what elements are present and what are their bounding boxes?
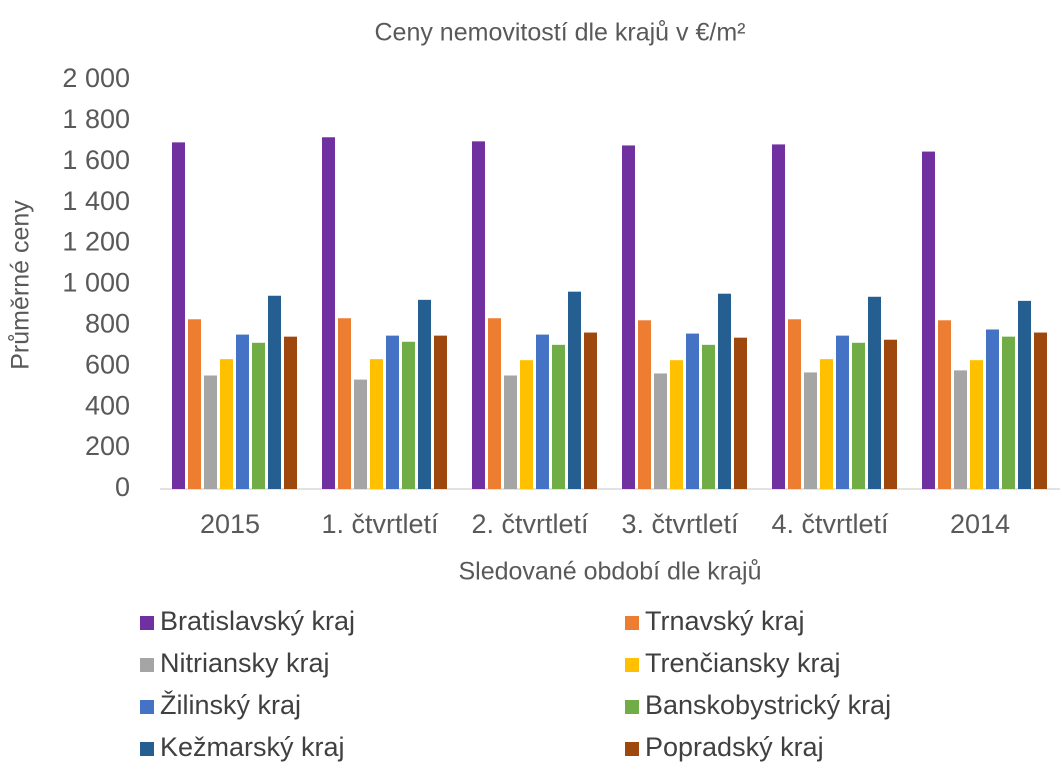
x-axis-title: Sledované období dle krajů bbox=[458, 558, 761, 586]
bar bbox=[322, 137, 335, 489]
legend-label: Kežmarský kraj bbox=[160, 732, 345, 762]
legend-label: Nitriansky kraj bbox=[160, 648, 330, 678]
y-tick-label: 1 600 bbox=[62, 145, 130, 175]
bar bbox=[718, 293, 731, 489]
y-tick-label: 1 800 bbox=[62, 104, 130, 134]
bar bbox=[504, 375, 517, 489]
bar bbox=[638, 320, 651, 489]
x-tick-label: 2. čtvrtletí bbox=[471, 509, 589, 539]
y-tick-label: 0 bbox=[115, 472, 130, 502]
bar bbox=[172, 142, 185, 489]
legend-swatch bbox=[625, 658, 639, 672]
bar bbox=[236, 334, 249, 489]
legend-label: Banskobystrický kraj bbox=[645, 690, 891, 720]
bar bbox=[868, 296, 881, 489]
chart-title: Ceny nemovitostí dle krajů v €/m² bbox=[375, 19, 746, 47]
bar bbox=[418, 299, 431, 489]
y-tick-label: 800 bbox=[85, 309, 130, 339]
bar bbox=[922, 151, 935, 489]
bar bbox=[772, 144, 785, 490]
bar bbox=[520, 360, 533, 489]
bar bbox=[284, 336, 297, 489]
y-tick-label: 1 200 bbox=[62, 227, 130, 257]
legend-label: Trnavský kraj bbox=[645, 606, 805, 636]
bar bbox=[220, 359, 233, 489]
y-tick-label: 200 bbox=[85, 431, 130, 461]
bar bbox=[370, 359, 383, 489]
bar bbox=[670, 360, 683, 489]
legend-swatch bbox=[140, 658, 154, 672]
bar bbox=[204, 375, 217, 489]
legend-label: Popradský kraj bbox=[645, 732, 824, 762]
bar bbox=[434, 335, 447, 489]
legend-swatch bbox=[140, 742, 154, 756]
legend-swatch bbox=[625, 700, 639, 714]
bar bbox=[622, 145, 635, 489]
y-tick-label: 2 000 bbox=[62, 63, 130, 93]
bar bbox=[1002, 336, 1015, 489]
bar bbox=[788, 319, 801, 489]
bar bbox=[536, 334, 549, 489]
bar bbox=[354, 379, 367, 489]
bar bbox=[702, 344, 715, 489]
bar bbox=[884, 339, 897, 489]
legend-swatch bbox=[140, 700, 154, 714]
legend-swatch bbox=[140, 616, 154, 630]
bar bbox=[820, 359, 833, 489]
bar bbox=[268, 295, 281, 489]
bar bbox=[654, 373, 667, 489]
x-tick-label: 1. čtvrtletí bbox=[321, 509, 439, 539]
bar bbox=[568, 291, 581, 489]
legend-label: Trenčiansky kraj bbox=[645, 648, 841, 678]
bar bbox=[836, 335, 849, 489]
bar bbox=[852, 342, 865, 489]
bar bbox=[188, 319, 201, 489]
y-axis-title: Průměrné ceny bbox=[7, 200, 35, 370]
y-tick-label: 400 bbox=[85, 390, 130, 420]
legend-swatch bbox=[625, 742, 639, 756]
bar bbox=[402, 341, 415, 489]
legend-label: Bratislavský kraj bbox=[160, 606, 355, 636]
bar bbox=[938, 320, 951, 489]
bar bbox=[252, 342, 265, 489]
bar bbox=[804, 372, 817, 489]
x-tick-label: 2014 bbox=[950, 509, 1010, 539]
bar bbox=[986, 329, 999, 489]
bar bbox=[954, 370, 967, 489]
bar bbox=[338, 318, 351, 489]
bar bbox=[970, 360, 983, 489]
bar bbox=[686, 333, 699, 489]
bar bbox=[1018, 300, 1031, 489]
legend-label: Žilinský kraj bbox=[160, 689, 301, 720]
bar bbox=[552, 344, 565, 489]
bar bbox=[488, 318, 501, 489]
x-tick-label: 4. čtvrtletí bbox=[771, 509, 889, 539]
bar bbox=[472, 141, 485, 489]
y-tick-label: 600 bbox=[85, 349, 130, 379]
x-tick-label: 3. čtvrtletí bbox=[621, 509, 739, 539]
bar bbox=[1034, 332, 1047, 489]
y-tick-label: 1 400 bbox=[62, 186, 130, 216]
y-tick-label: 1 000 bbox=[62, 268, 130, 298]
legend-swatch bbox=[625, 616, 639, 630]
bar bbox=[734, 337, 747, 489]
bar bbox=[584, 332, 597, 489]
x-tick-label: 2015 bbox=[200, 509, 260, 539]
bar bbox=[386, 335, 399, 489]
